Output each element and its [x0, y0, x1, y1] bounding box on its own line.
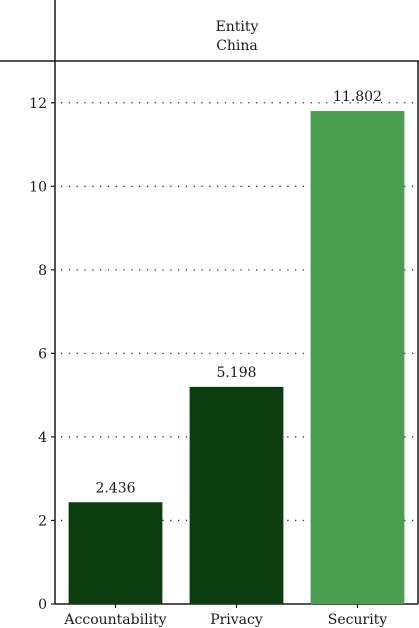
bar-value-label: 5.198 [216, 365, 256, 381]
bar-value-label: 2.436 [95, 480, 135, 496]
bar-value-labels: 2.436 5.198 11.802 [95, 89, 382, 496]
y-tick-label: 10 [29, 179, 47, 195]
bar-security [310, 111, 405, 604]
y-tick-label: 6 [38, 346, 47, 362]
x-axis: Accountability Privacy Security [63, 604, 387, 628]
y-tick-label: 0 [38, 597, 47, 613]
x-tick-label: Accountability [63, 612, 166, 628]
y-tick-label: 2 [38, 513, 47, 529]
y-tick-label: 4 [38, 430, 47, 446]
y-axis: 0 2 4 6 8 10 12 [29, 96, 55, 613]
bars [68, 111, 405, 604]
x-tick-label: Security [328, 612, 388, 628]
facet-value-label: China [216, 38, 258, 54]
y-tick-label: 12 [29, 96, 47, 112]
x-tick-label: Privacy [210, 612, 263, 628]
bar-accountability [68, 502, 163, 604]
facet-header: Entity China [0, 0, 419, 62]
y-tick-label: 8 [38, 263, 47, 279]
bar-privacy [189, 386, 284, 604]
bar-value-label: 11.802 [333, 89, 382, 105]
facet-variable-label: Entity [216, 19, 259, 35]
